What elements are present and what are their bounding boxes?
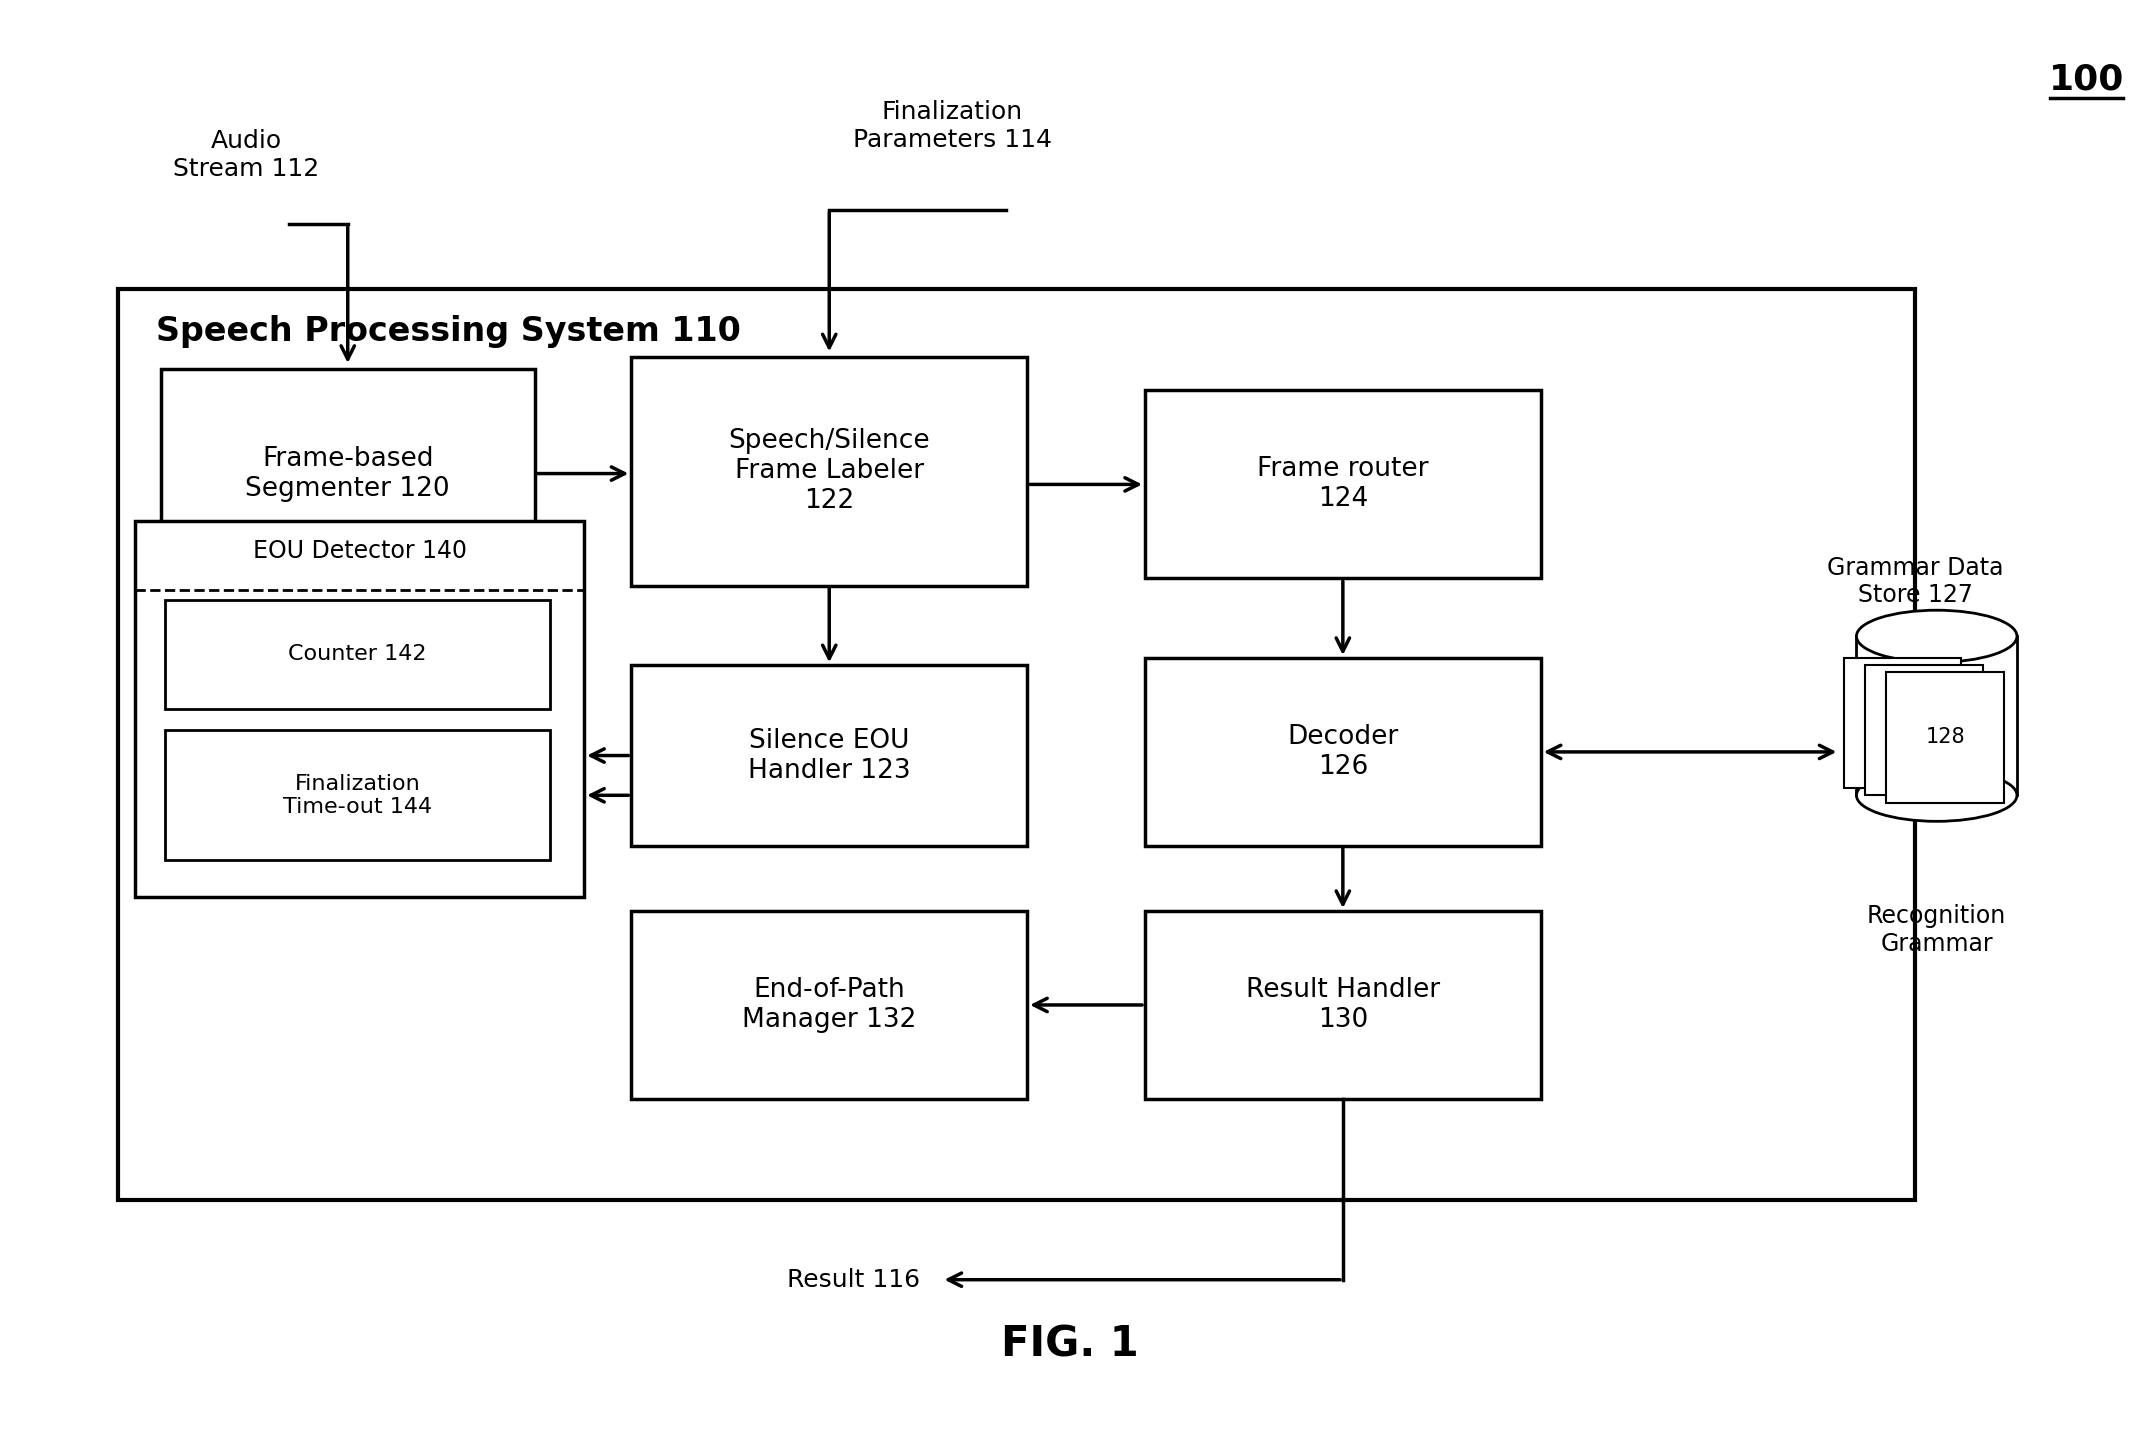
Text: Frame router
124: Frame router 124: [1256, 457, 1430, 512]
Bar: [1858, 636, 2018, 795]
Text: Frame-based
Segmenter 120: Frame-based Segmenter 120: [246, 445, 449, 502]
FancyBboxPatch shape: [1145, 390, 1541, 578]
Text: Speech/Silence
Frame Labeler
122: Speech/Silence Frame Labeler 122: [728, 428, 931, 515]
Text: FIG. 1: FIG. 1: [1002, 1323, 1138, 1366]
Ellipse shape: [1858, 769, 2018, 821]
Text: Silence EOU
Handler 123: Silence EOU Handler 123: [749, 727, 910, 784]
FancyBboxPatch shape: [135, 521, 584, 897]
FancyBboxPatch shape: [1145, 911, 1541, 1099]
Text: Audio
Stream 112: Audio Stream 112: [173, 129, 319, 181]
FancyBboxPatch shape: [160, 369, 535, 578]
FancyBboxPatch shape: [631, 911, 1027, 1099]
FancyBboxPatch shape: [1866, 665, 1984, 795]
Text: Decoder
126: Decoder 126: [1288, 724, 1397, 779]
Text: Finalization
Parameters 114: Finalization Parameters 114: [854, 100, 1051, 152]
Text: End-of-Path
Manager 132: End-of-Path Manager 132: [743, 977, 916, 1032]
Text: 128: 128: [1926, 727, 1965, 748]
Text: Result Handler
130: Result Handler 130: [1245, 977, 1440, 1032]
FancyBboxPatch shape: [118, 289, 1915, 1200]
Text: EOU Detector 140: EOU Detector 140: [253, 539, 467, 564]
FancyBboxPatch shape: [631, 357, 1027, 586]
FancyBboxPatch shape: [1887, 672, 2005, 803]
FancyBboxPatch shape: [1145, 658, 1541, 846]
Text: Finalization
Time-out 144: Finalization Time-out 144: [282, 774, 432, 817]
FancyBboxPatch shape: [165, 730, 550, 860]
Text: Speech Processing System 110: Speech Processing System 110: [156, 315, 740, 348]
Text: Counter 142: Counter 142: [289, 645, 426, 664]
Text: 100: 100: [2048, 62, 2125, 97]
FancyBboxPatch shape: [631, 665, 1027, 846]
Text: Grammar Data
Store 127: Grammar Data Store 127: [1828, 555, 2003, 607]
FancyBboxPatch shape: [165, 600, 550, 709]
FancyBboxPatch shape: [1845, 658, 1962, 788]
Ellipse shape: [1858, 610, 2018, 662]
Text: Result 116: Result 116: [788, 1268, 920, 1291]
Text: Recognition
Grammar: Recognition Grammar: [1866, 904, 2007, 956]
